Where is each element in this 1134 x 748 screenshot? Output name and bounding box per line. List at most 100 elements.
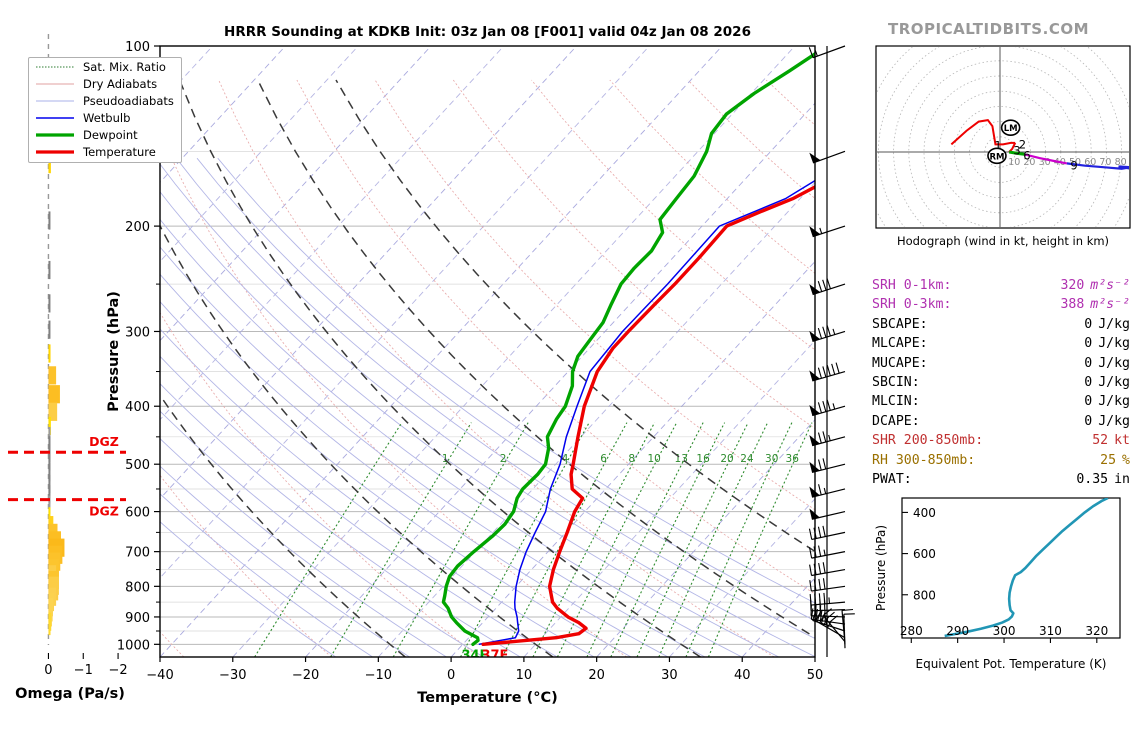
param-value-unit: 25% xyxy=(1100,451,1130,470)
wind-barb xyxy=(809,225,846,238)
y-tick-label: 100 xyxy=(125,40,150,55)
surface-temperature-label: 37F xyxy=(481,648,508,663)
legend-label: Temperature xyxy=(83,144,156,159)
hodograph-ring-label: 50 xyxy=(1069,157,1081,168)
param-label: SRH 0-1km: xyxy=(872,278,952,293)
mixing-ratio-label: 2 xyxy=(500,453,507,465)
x-tick-label: 50 xyxy=(807,668,824,683)
param-value-unit: 0 J/kg xyxy=(1084,334,1130,353)
param-label: DCAPE: xyxy=(872,413,920,429)
omega-bar xyxy=(48,416,51,436)
dewpoint-profile xyxy=(441,51,815,647)
temperature-profile xyxy=(481,185,815,647)
param-row-shr-200-850mb: SHR 200-850mb: 52 kt xyxy=(872,431,1130,450)
param-unit: % xyxy=(1122,452,1130,468)
legend-swatch xyxy=(35,146,75,158)
param-unit: J/kg xyxy=(1098,375,1130,391)
hodograph-height-label: 6 xyxy=(1023,148,1030,162)
param-label: SBCAPE: xyxy=(872,316,928,332)
hodograph-ring-label: 20 xyxy=(1023,157,1035,168)
x-tick-label: −20 xyxy=(292,668,319,683)
thetae-y-tick: 600 xyxy=(913,547,936,561)
wind-barb xyxy=(809,325,846,342)
param-unit: kt xyxy=(1114,433,1130,449)
legend-label: Dry Adiabats xyxy=(83,76,158,91)
hodograph-trace-mid xyxy=(1008,150,1025,156)
omega-bar xyxy=(48,294,51,313)
param-label: SBCIN: xyxy=(872,375,920,391)
x-tick-label: −10 xyxy=(365,668,392,683)
wind-barb xyxy=(808,45,846,59)
wind-barb xyxy=(809,562,846,577)
legend-label: Dewpoint xyxy=(83,127,138,142)
legend-item-wetbulb: Wetbulb xyxy=(29,109,181,126)
param-label: PWAT: xyxy=(872,472,912,488)
hodograph-frame xyxy=(875,45,1131,229)
param-value-unit: 0 J/kg xyxy=(1084,392,1130,411)
thetae-x-tick: 280 xyxy=(900,624,923,638)
hodograph-panel: 10 20 30 40 50 60 70 80 1 2 3 6 9 LM RM Hodograph (wind… xyxy=(872,42,1134,257)
wind-barb xyxy=(809,508,846,520)
param-row-sbcin: SBCIN: 0 J/kg xyxy=(872,373,1130,392)
param-row-pwat: PWAT: 0.35 in xyxy=(872,470,1130,489)
legend-label: Wetbulb xyxy=(83,110,131,125)
param-value: 52 xyxy=(1092,433,1109,449)
hodograph-ring-label: 10 xyxy=(1008,157,1020,168)
omega-panel: DGZ DGZ 0 −1 −2 Omega (Pa/s) xyxy=(0,28,150,728)
param-value-unit: 0 J/kg xyxy=(1084,354,1130,373)
param-label: MUCAPE: xyxy=(872,355,928,371)
omega-bar xyxy=(48,344,51,363)
param-value: 25 xyxy=(1100,452,1117,468)
hodograph-ring-label: 70 xyxy=(1099,157,1111,168)
x-tick-label: 20 xyxy=(588,668,605,683)
hodograph-trace-upper xyxy=(1024,153,1068,165)
param-label: MLCIN: xyxy=(872,394,920,410)
param-label: SRH 0-3km: xyxy=(872,297,952,313)
param-unit: J/kg xyxy=(1098,394,1130,410)
param-value: 0 xyxy=(1084,355,1093,371)
x-tick-label: −40 xyxy=(146,668,173,683)
mixing-ratio-label: 20 xyxy=(720,453,733,465)
wind-barb xyxy=(843,613,855,649)
param-value-unit: 388 m²s⁻² xyxy=(1060,295,1130,314)
thetae-y-tick: 400 xyxy=(913,506,936,520)
param-value: 0 xyxy=(1084,413,1093,429)
omega-bar xyxy=(48,427,51,446)
omega-bar xyxy=(48,260,51,280)
hodograph-height-label: 2 xyxy=(1019,138,1026,152)
param-value-unit: 0.35 in xyxy=(1076,470,1130,489)
param-value-unit: 0 J/kg xyxy=(1084,315,1130,334)
param-row-rh-300-850mb: RH 300-850mb: 25% xyxy=(872,451,1130,470)
thetae-panel: 280 290 300 310 320 400 600 800 Equivalent Pot. … xyxy=(872,488,1134,693)
param-unit: in xyxy=(1114,472,1130,488)
hodograph-trace-high xyxy=(1066,162,1129,170)
hodograph-lm-marker: LM xyxy=(1004,124,1018,134)
param-value-unit: 0 J/kg xyxy=(1084,412,1130,431)
sounding-parameters: SRH 0-1km: 320 m²s⁻² SRH 0-3km: 388 m²s⁻² SBCA… xyxy=(872,276,1130,489)
omega-bar xyxy=(48,385,60,404)
omega-bar xyxy=(48,495,51,514)
thetae-x-tick: 310 xyxy=(1039,624,1062,638)
omega-tick-label: 0 xyxy=(44,663,52,678)
legend-item-pseudoadiabats: Pseudoadiabats xyxy=(29,92,181,109)
mixing-ratio-label: 10 xyxy=(648,453,661,465)
wind-barb xyxy=(809,484,846,498)
hodograph-rm-marker: RM xyxy=(989,152,1004,162)
tropicaltidbits-watermark: TROPICALTIDBITS.COM xyxy=(888,20,1089,38)
omega-bar xyxy=(48,463,51,482)
y-tick-label: 900 xyxy=(125,611,150,626)
param-unit: m²s⁻² xyxy=(1090,278,1130,293)
wind-barb xyxy=(809,399,846,417)
wind-barb xyxy=(809,578,846,592)
param-value: 0.35 xyxy=(1076,472,1109,488)
omega-tick-label: −2 xyxy=(108,663,127,678)
param-row-mucape: MUCAPE: 0 J/kg xyxy=(872,354,1130,373)
mixing-ratio-label: 6 xyxy=(600,453,607,465)
mixing-ratio-label: 24 xyxy=(740,453,754,465)
x-tick-label: 40 xyxy=(734,668,751,683)
y-tick-label: 800 xyxy=(125,580,150,595)
param-value-unit: 0 J/kg xyxy=(1084,373,1130,392)
thetae-x-axis-label: Equivalent Pot. Temperature (K) xyxy=(916,657,1107,671)
y-tick-label: 300 xyxy=(125,325,150,340)
param-label: RH 300-850mb: xyxy=(872,452,976,468)
